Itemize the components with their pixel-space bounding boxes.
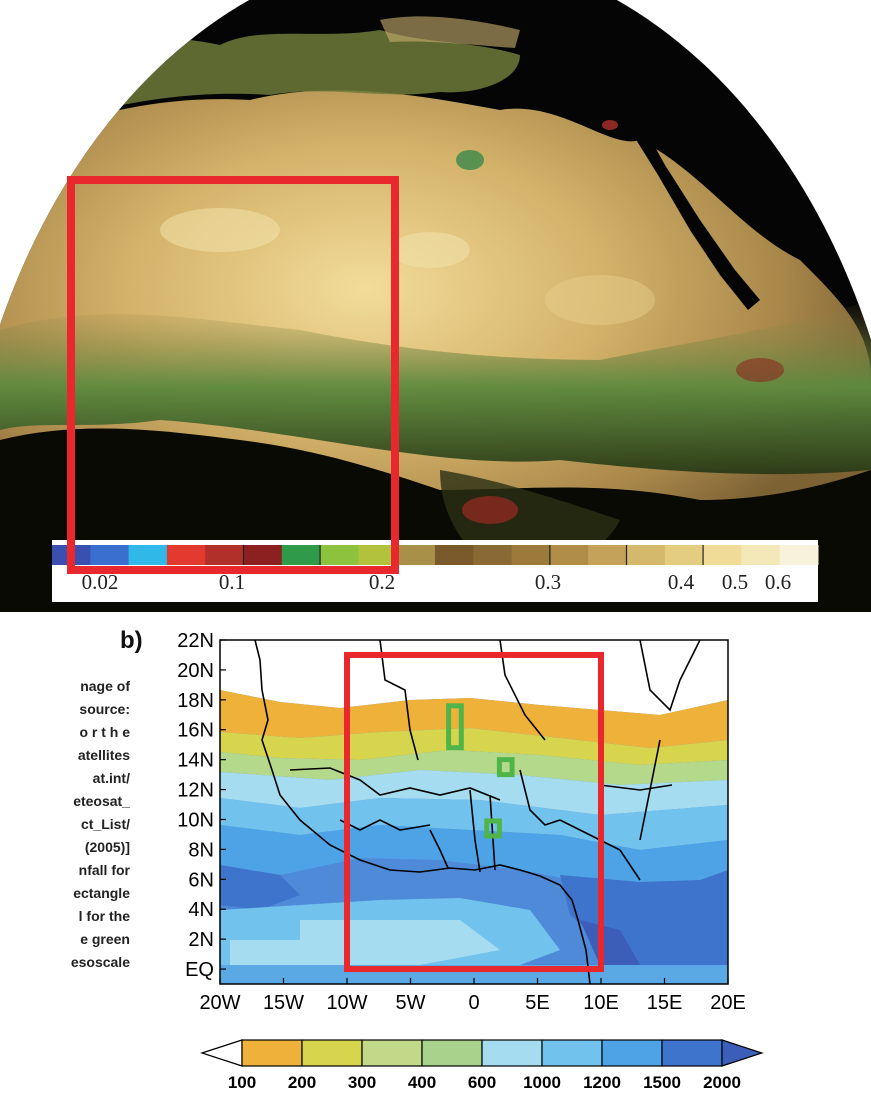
albedo-map: 0.02 0.1 0.2 0.3 0.4 0.5 0.6 <box>0 0 871 612</box>
x-tick-label: 5E <box>525 992 549 1014</box>
colorbar-a-segment <box>511 545 551 565</box>
colorbar-a-segment <box>166 545 206 565</box>
caption-line: o r t h e <box>79 724 130 740</box>
colorbar-b-label: 600 <box>468 1073 496 1092</box>
x-tick-label: 0 <box>468 992 479 1014</box>
caption-line: nfall for <box>78 862 130 878</box>
colorbar-b-segment <box>301 1039 363 1067</box>
colorbar-b-label: 1200 <box>583 1073 621 1092</box>
caption-line: l for the <box>78 908 130 924</box>
y-tick-label: 12N <box>177 780 214 802</box>
panel-b-rainfall-map: 20W 15W 10W 5W 0 5E 10E 15E 20E EQ 2N 4N 6N 8N 10N 12N… <box>0 620 871 1100</box>
y-tick-label: 2N <box>188 929 214 951</box>
colorbar-b-low-extend <box>200 1039 243 1067</box>
caption-line: (2005)] <box>84 839 130 855</box>
colorbar-a-segment <box>779 545 819 565</box>
colorbar-a-segment <box>435 545 474 565</box>
colorbar-a-segment <box>741 545 781 565</box>
colorbar-b-segment <box>361 1039 423 1067</box>
colorbar-b-segment <box>241 1039 303 1067</box>
panel-b-label: b) <box>120 627 143 654</box>
caption-line: ct_List/ <box>80 816 130 832</box>
colorbar-a-segment <box>626 545 666 565</box>
y-tick-label: 20N <box>177 660 214 682</box>
colorbar-a-segment <box>90 545 130 565</box>
x-axis-ticks: 20W 15W 10W 5W 0 5E 10E 15E 20E <box>199 978 746 1014</box>
colorbar-b-segment <box>661 1039 723 1067</box>
caption-line: e green <box>80 931 130 947</box>
x-tick-label: 15E <box>647 992 683 1014</box>
caption-line: at.int/ <box>92 770 130 786</box>
colorbar-a-segment <box>243 545 283 565</box>
coastlines-borders <box>254 639 701 985</box>
colorbar-b-label: 2000 <box>703 1073 741 1092</box>
x-tick-label: 20W <box>199 992 240 1014</box>
colorbar-a-segment <box>358 545 398 565</box>
colorbar-b-label: 100 <box>228 1073 256 1092</box>
y-tick-label: 8N <box>188 839 214 861</box>
mesoscale-site-box <box>496 757 515 778</box>
y-tick-label: EQ <box>185 959 214 981</box>
x-tick-label: 10W <box>326 992 367 1014</box>
colorbar-b-segment <box>541 1039 603 1067</box>
colorbar-b-segment <box>421 1039 483 1067</box>
colorbar-a-label: 0.3 <box>535 570 561 594</box>
colorbar-a-label: 0.6 <box>765 570 791 594</box>
colorbar-b <box>200 1039 764 1067</box>
colorbar-b-label: 300 <box>348 1073 376 1092</box>
x-tick-label: 5W <box>396 992 426 1014</box>
y-tick-label: 10N <box>177 809 214 831</box>
y-tick-label: 6N <box>188 869 214 891</box>
x-tick-label: 15W <box>263 992 304 1014</box>
y-axis-ticks: EQ 2N 4N 6N 8N 10N 12N 14N 16N 18N 20N 22N <box>177 630 226 981</box>
mesoscale-site-box <box>484 818 502 839</box>
colorbar-a-segment <box>205 545 244 565</box>
study-region-box-a <box>67 176 399 574</box>
colorbar-b-segment <box>601 1039 663 1067</box>
y-tick-label: 14N <box>177 750 214 772</box>
colorbar-a-segment <box>320 545 359 565</box>
colorbar-b-high-extend <box>721 1039 764 1067</box>
caption-line: esoscale <box>70 954 130 970</box>
colorbar-b-label: 1000 <box>523 1073 561 1092</box>
colorbar-a-segment <box>281 545 321 565</box>
study-region-box-b <box>344 651 604 973</box>
colorbar-b-segment <box>481 1039 543 1067</box>
caption-line: source: <box>79 701 130 717</box>
colorbar-a-segment <box>588 545 627 565</box>
colorbar-a-segment <box>664 545 704 565</box>
colorbar-a-segment <box>549 545 589 565</box>
x-tick-label: 20E <box>710 992 746 1014</box>
colorbar-b-label: 400 <box>408 1073 436 1092</box>
caption-line: atellites <box>77 747 130 763</box>
figure-caption-fragment: nage of source: o r t h e atellites at.int/e… <box>0 675 130 974</box>
caption-line: ectangle <box>73 885 130 901</box>
caption-line: eteosat_ <box>73 793 130 809</box>
y-tick-label: 16N <box>177 720 214 742</box>
colorbar-b-label: 200 <box>288 1073 316 1092</box>
mesoscale-sites <box>446 703 515 839</box>
y-tick-label: 18N <box>177 690 214 712</box>
mesoscale-site-box <box>446 703 464 751</box>
y-tick-label: 22N <box>177 630 214 652</box>
colorbar-b-label: 1500 <box>643 1073 681 1092</box>
colorbar-a-segment <box>128 545 168 565</box>
rainfall-contour-map: 20W 15W 10W 5W 0 5E 10E 15E 20E EQ 2N 4N 6N 8N 10N 12N… <box>177 630 764 1092</box>
colorbar-a-segment <box>396 545 436 565</box>
colorbar-b-labels: 100 200 300 400 600 1000 1200 1500 2000 <box>228 1073 741 1092</box>
x-tick-label: 10E <box>583 992 619 1014</box>
caption-line: nage of <box>80 678 130 694</box>
colorbar-a-label: 0.4 <box>668 570 695 594</box>
panel-a-satellite-image: 0.02 0.1 0.2 0.3 0.4 0.5 0.6 <box>0 0 871 612</box>
colorbar-a-segment <box>473 545 513 565</box>
colorbar-a-segment <box>703 545 742 565</box>
y-tick-label: 4N <box>188 899 214 921</box>
colorbar-a-label: 0.5 <box>722 570 748 594</box>
